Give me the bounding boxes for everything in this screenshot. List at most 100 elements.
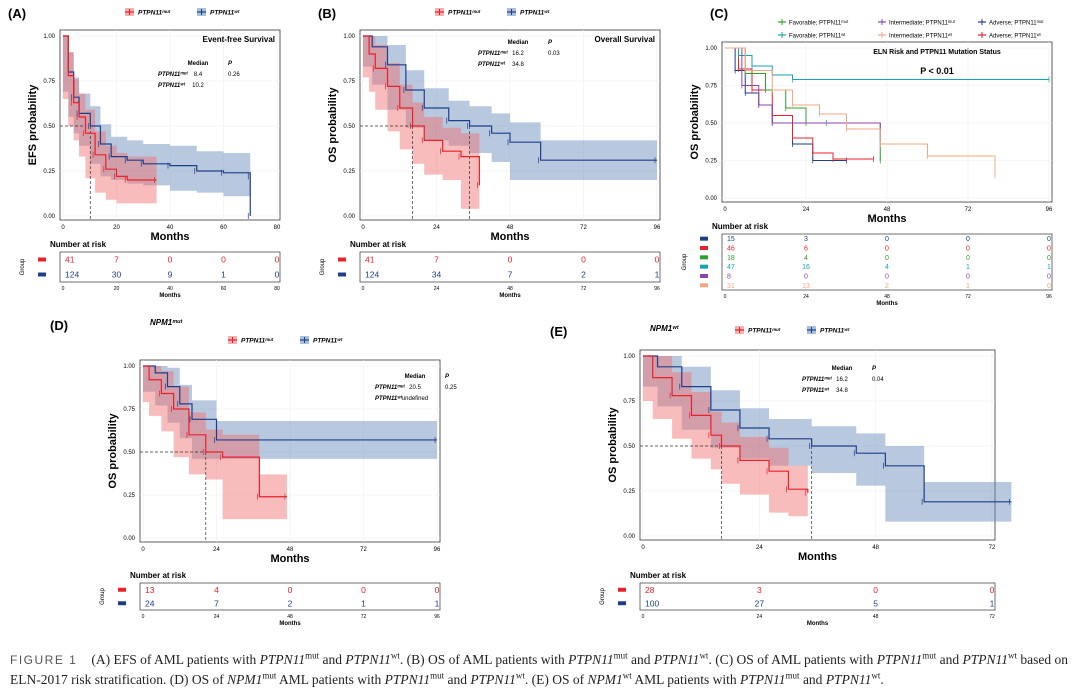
x-tick-label: 96 [1046, 207, 1053, 213]
risk-group-label: Group [682, 253, 688, 270]
risk-table-frame [139, 582, 441, 611]
median-header: Median [832, 366, 853, 372]
chart-title: Event-free Survival [203, 35, 275, 44]
chart-title: Overall Survival [595, 35, 655, 44]
panel-label: (E) [550, 324, 567, 339]
risk-tick-label: 80 [274, 286, 280, 292]
risk-count: 0 [275, 270, 280, 280]
risk-count: 3 [757, 585, 762, 595]
legend-label: PTPN11ᵐᵘᵗ [448, 10, 481, 17]
x-tick-label: 24 [433, 225, 440, 231]
y-tick-label: 1.00 [343, 34, 355, 40]
x-tick-label: 80 [274, 225, 281, 231]
legend-label: Favorable; PTPN11ʷᵗ [789, 33, 846, 40]
risk-count: 0 [1047, 255, 1051, 262]
p-value: P < 0.01 [920, 66, 954, 76]
risk-count: 31 [727, 283, 735, 290]
risk-count: 4 [885, 264, 889, 271]
risk-group-swatch [700, 283, 708, 288]
median-row-label: PTPN11ʷᵗ [158, 82, 186, 89]
risk-count: 0 [873, 585, 878, 595]
chart-title: NPM1ʷᵗ [650, 324, 680, 333]
risk-count: 0 [361, 585, 366, 595]
risk-count: 46 [727, 246, 735, 253]
risk-tick-label: 24 [214, 614, 220, 620]
risk-count: 13 [145, 585, 155, 595]
risk-count: 0 [655, 255, 660, 265]
risk-table-title: Number at risk [712, 222, 769, 231]
x-tick-label: 0 [723, 207, 727, 213]
risk-tick-label: 60 [221, 286, 227, 292]
caption-text: (A) EFS of AML patients with PTPN11mut a… [10, 650, 1068, 687]
risk-count: 27 [755, 598, 765, 608]
y-axis-label: OS probability [327, 87, 339, 163]
risk-count: 34 [432, 270, 442, 280]
risk-count: 0 [804, 274, 808, 281]
risk-x-label: Months [807, 621, 829, 627]
risk-group-swatch [118, 587, 126, 592]
x-tick-label: 72 [989, 545, 996, 551]
risk-count: 9 [168, 270, 173, 280]
y-axis-label: EFS probability [27, 84, 39, 166]
risk-group-swatch [338, 272, 346, 277]
risk-count: 1 [966, 264, 970, 271]
risk-count: 0 [990, 585, 995, 595]
p-value: 0.04 [872, 377, 884, 383]
y-tick-label: 1.00 [705, 46, 717, 52]
risk-tick-label: 0 [62, 286, 65, 292]
risk-count: 0 [221, 255, 226, 265]
risk-count: 0 [966, 274, 970, 281]
y-tick-label: 0.25 [43, 169, 55, 175]
mut-survival-curve [643, 355, 809, 493]
risk-tick-label: 0 [724, 294, 727, 300]
risk-count: 1 [1047, 264, 1051, 271]
risk-count: 1 [361, 598, 366, 608]
panel-d: (D)0.000.250.500.751.000 24 48 72 96MonthsOS… [50, 318, 457, 627]
y-tick-label: 0.00 [123, 536, 135, 542]
median-header: Median [405, 374, 426, 380]
figure-caption: FIGURE 1 (A) EFS of AML patients with PTP… [10, 650, 1078, 689]
panel-label: (A) [8, 6, 26, 21]
y-tick-label: 1.00 [123, 364, 135, 370]
x-tick-label: 48 [287, 547, 294, 553]
risk-count: 0 [1047, 274, 1051, 281]
risk-tick-label: 0 [142, 614, 145, 620]
mut-confidence-band [363, 36, 480, 209]
x-axis-label: Months [867, 213, 906, 225]
risk-count: 5 [873, 598, 878, 608]
risk-table-frame [359, 251, 661, 283]
legend-label: Favorable; PTPN11ᵐᵘᵗ [789, 20, 849, 27]
median-row-label: PTPN11ʷᵗ [375, 395, 403, 402]
risk-table-frame [721, 233, 1053, 291]
y-tick-label: 0.75 [43, 79, 55, 85]
risk-table-frame [59, 251, 281, 283]
risk-count: 1 [966, 283, 970, 290]
risk-count: 30 [112, 270, 122, 280]
median-wt-value: undefined [402, 396, 428, 402]
x-tick-label: 40 [167, 225, 174, 231]
risk-count: 1 [655, 270, 660, 280]
risk-group-swatch [618, 601, 626, 606]
x-axis-label: Months [150, 231, 189, 243]
wt-survival-curve [63, 35, 251, 216]
mut-confidence-band [63, 36, 157, 204]
y-tick-label: 0.50 [343, 124, 355, 130]
y-tick-label: 0.50 [623, 444, 635, 450]
x-tick-label: 24 [803, 207, 810, 213]
risk-count: 0 [1047, 246, 1051, 253]
wt-survival-curve [363, 35, 657, 161]
y-axis-label: OS probability [107, 413, 119, 489]
risk-count: 100 [645, 598, 659, 608]
x-tick-label: 24 [756, 545, 763, 551]
risk-group-swatch [38, 272, 46, 277]
risk-tick-label: 24 [803, 294, 809, 300]
y-tick-label: 0.00 [343, 214, 355, 220]
risk-group-label: Group [20, 258, 26, 275]
panel-e: (E) 0.00 0.25 0.50 0.75 1.00 0 24 48 72 Months OS p… [550, 324, 1012, 627]
risk-tick-label: 72 [965, 294, 971, 300]
x-axis-label: Months [270, 553, 309, 565]
legend-label: Adverse; PTPN11ᵐᵘᵗ [989, 20, 1044, 27]
risk-count: 0 [1047, 236, 1051, 243]
risk-tick-label: 72 [581, 286, 587, 292]
